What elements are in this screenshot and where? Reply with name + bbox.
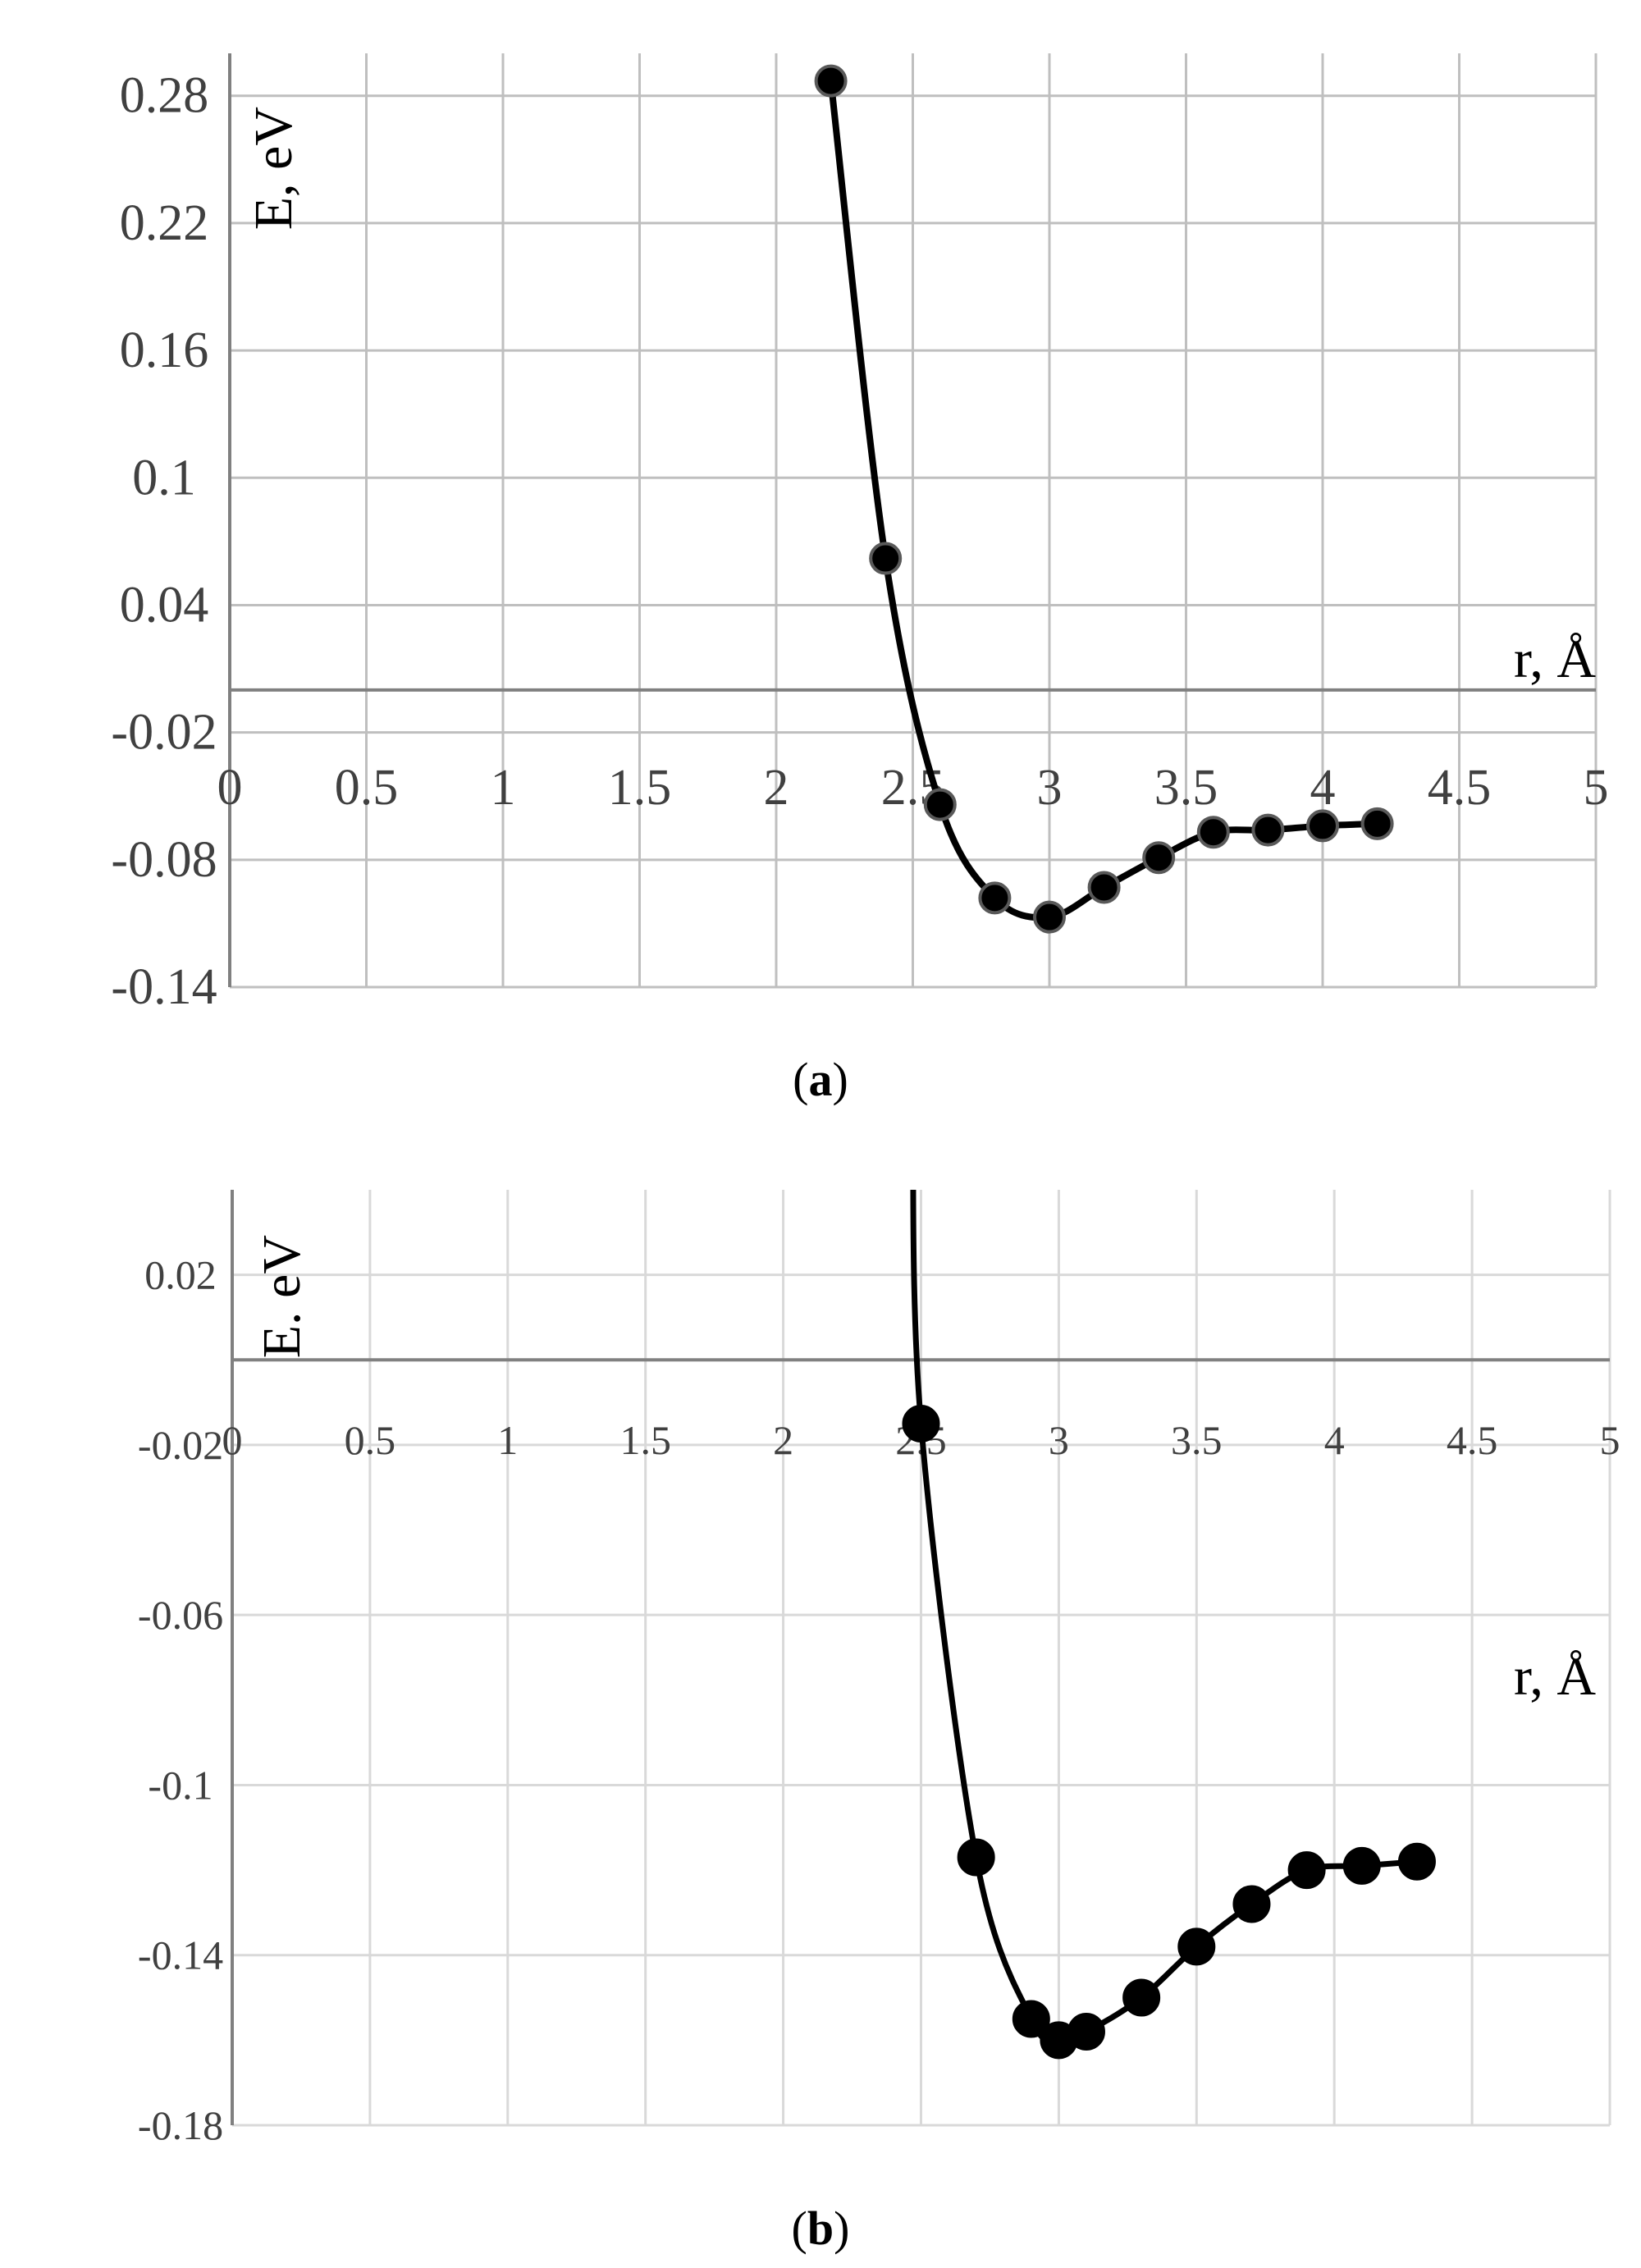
data-point bbox=[1196, 816, 1230, 849]
x-axis-title: r, Å bbox=[1514, 1647, 1596, 1707]
x-tick-label: 0.5 bbox=[345, 1417, 396, 1463]
data-point bbox=[869, 542, 903, 575]
y-tick-label: 0.1 bbox=[132, 450, 196, 505]
data-point bbox=[1232, 1885, 1271, 1923]
data-point bbox=[902, 1405, 940, 1443]
y-axis-title: E, eV bbox=[244, 107, 304, 230]
y-tick-label: -0.1 bbox=[148, 1762, 213, 1808]
data-point bbox=[1067, 2013, 1105, 2051]
data-point bbox=[1342, 1846, 1381, 1885]
x-tick-label: 5 bbox=[1600, 1417, 1620, 1463]
data-point bbox=[1177, 1927, 1216, 1966]
chart-panel-a: -0.14 -0.08 -0.02 0.04 0.1 0.16 0.22 0.28 0 0.5 1 1… bbox=[111, 53, 1609, 1015]
x-tick-label: 0.5 bbox=[335, 760, 399, 816]
x-tick-label: 1.5 bbox=[619, 1417, 671, 1463]
data-point bbox=[1122, 1978, 1161, 2017]
y-tick-label: 0.28 bbox=[120, 68, 209, 124]
x-tick-label: 3.5 bbox=[1171, 1417, 1223, 1463]
x-tick-label: 3.5 bbox=[1154, 760, 1218, 816]
y-tick-label: -0.14 bbox=[111, 959, 217, 1015]
y-tick-label: 0.22 bbox=[120, 195, 209, 251]
x-tick-label: 1 bbox=[497, 1417, 518, 1463]
data-point bbox=[978, 881, 1012, 915]
panel-a-caption: (a) bbox=[793, 1053, 848, 1106]
data-point bbox=[1287, 1851, 1326, 1890]
chart-panel-b: -0.18-0.14-0.1-0.06-0.020.0200.511.522.5… bbox=[138, 1190, 1620, 2148]
y-tick-label: -0.06 bbox=[138, 1592, 223, 1638]
data-point bbox=[1142, 841, 1176, 875]
x-tick-label: 4.5 bbox=[1428, 760, 1492, 816]
y-tick-label: -0.02 bbox=[138, 1422, 223, 1468]
y-tick-label: -0.08 bbox=[111, 832, 217, 888]
x-tick-label: 0 bbox=[217, 760, 243, 816]
x-tick-label: 3 bbox=[1049, 1417, 1069, 1463]
data-point bbox=[1306, 809, 1339, 843]
x-tick-label: 4.5 bbox=[1447, 1417, 1498, 1463]
data-point bbox=[1012, 2000, 1050, 2038]
data-point bbox=[814, 64, 848, 98]
x-tick-label: 1 bbox=[491, 760, 516, 816]
x-tick-label: 4 bbox=[1310, 760, 1336, 816]
x-axis-title: r, Å bbox=[1514, 629, 1596, 689]
y-tick-label: -0.02 bbox=[111, 705, 217, 761]
y-tick-label: -0.14 bbox=[138, 1932, 223, 1978]
y-tick-label: -0.18 bbox=[138, 2102, 223, 2148]
x-tick-label: 2 bbox=[773, 1417, 793, 1463]
x-tick-label: 3 bbox=[1037, 760, 1063, 816]
panel-b-caption: (b) bbox=[792, 2202, 850, 2255]
data-point bbox=[1033, 900, 1066, 934]
series-line bbox=[910, 1190, 1418, 2044]
data-point bbox=[957, 1838, 995, 1877]
data-point bbox=[1251, 813, 1285, 847]
y-tick-label: 0.02 bbox=[144, 1252, 217, 1298]
data-point bbox=[1087, 871, 1121, 904]
y-tick-label: 0.16 bbox=[120, 322, 209, 378]
y-axis-title: E. eV bbox=[252, 1235, 312, 1358]
x-tick-label: 5 bbox=[1584, 760, 1609, 816]
y-tick-label: 0.04 bbox=[120, 577, 209, 633]
x-tick-label: 4 bbox=[1324, 1417, 1345, 1463]
data-point bbox=[1397, 1842, 1436, 1881]
x-tick-label: 0 bbox=[222, 1417, 243, 1463]
x-tick-label: 2 bbox=[764, 760, 789, 816]
data-point bbox=[1360, 807, 1394, 840]
data-point bbox=[923, 788, 957, 821]
x-tick-label: 1.5 bbox=[608, 760, 672, 816]
